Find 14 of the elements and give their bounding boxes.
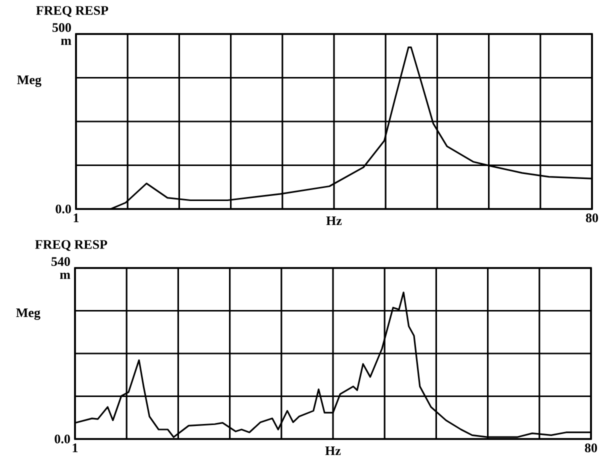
- x-tick-label: 1: [72, 444, 78, 452]
- chart-title: FREQ RESP: [35, 240, 108, 251]
- x-axis-title: Hz: [325, 446, 341, 456]
- y-tick-label: 500 m: [52, 23, 72, 45]
- y-axis-title: Meg: [16, 308, 40, 320]
- x-axis-title: Hz: [326, 216, 342, 226]
- x-tick-label: 80: [584, 444, 598, 452]
- y-tick-label: 0.0: [56, 204, 71, 214]
- x-tick-label: 80: [586, 214, 598, 222]
- y-tick-label: 540 m: [51, 257, 70, 279]
- x-tick-label: 1: [74, 214, 79, 222]
- y-tick-label: 0.0: [54, 434, 70, 444]
- chart-title: FREQ RESP: [36, 6, 108, 17]
- y-axis-title: Meg: [17, 76, 42, 87]
